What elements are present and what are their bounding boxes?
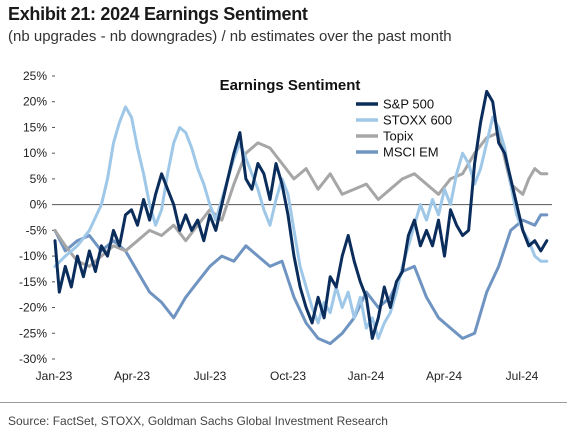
earnings-sentiment-chart: 25%20%15%10%5%0%-5%-10%-15%-20%-25%-30% … [19,69,552,383]
y-tick-label: -20% [19,301,47,315]
x-tick-label: Jan-24 [348,369,385,383]
y-tick-label: -25% [19,326,47,340]
y-tick-label: -15% [19,275,47,289]
y-tick-label: 20% [23,95,47,109]
legend-label: STOXX 600 [383,113,452,128]
exhibit-title: Exhibit 21: 2024 Earnings Sentiment [8,4,308,24]
x-tick-label: Jan-23 [36,369,73,383]
series-line-stoxx-600 [53,105,549,340]
y-tick-label: 15% [23,120,47,134]
source-note: Source: FactSet, STOXX, Goldman Sachs Gl… [8,414,388,428]
y-tick-label: 25% [23,69,47,83]
y-tick-label: -5% [26,223,48,237]
exhibit-subtitle: (nb upgrades - nb downgrades) / nb estim… [8,28,452,45]
x-tick-label: Oct-23 [270,369,306,383]
legend-label: Topix [383,129,414,144]
legend-label: MSCI EM [383,145,439,160]
y-tick-label: 5% [30,172,48,186]
chart-title: Earnings Sentiment [220,77,361,94]
y-tick-label: -10% [19,249,47,263]
y-tick-label: 0% [30,198,48,212]
y-tick-label: 10% [23,146,47,160]
series-line-s-p-500 [53,89,549,340]
y-tick-label: -30% [19,352,47,366]
series-line-topix [53,131,549,268]
series-layer [53,89,549,346]
x-axis: Jan-23 Apr-23 Jul-23 Oct-23 Jan-24 Apr-24 Jul-… [36,204,552,383]
x-tick-label: Apr-24 [426,369,462,383]
x-tick-label: Apr-23 [114,369,150,383]
series-line-msci-em [53,213,549,346]
y-axis: 25% 20% 15% 10% 5% 0% -5% -10% -15% -20% -25% -30% [19,69,55,366]
chart-area: 25% 20% 15% 10% 5% 0% -5% -10% -15% -20% -25% -30% … [0,60,567,396]
x-tick-label: Jul-24 [506,369,539,383]
x-tick-label: Jul-23 [194,369,227,383]
legend-label: S&P 500 [383,97,434,112]
source-divider [0,402,567,403]
